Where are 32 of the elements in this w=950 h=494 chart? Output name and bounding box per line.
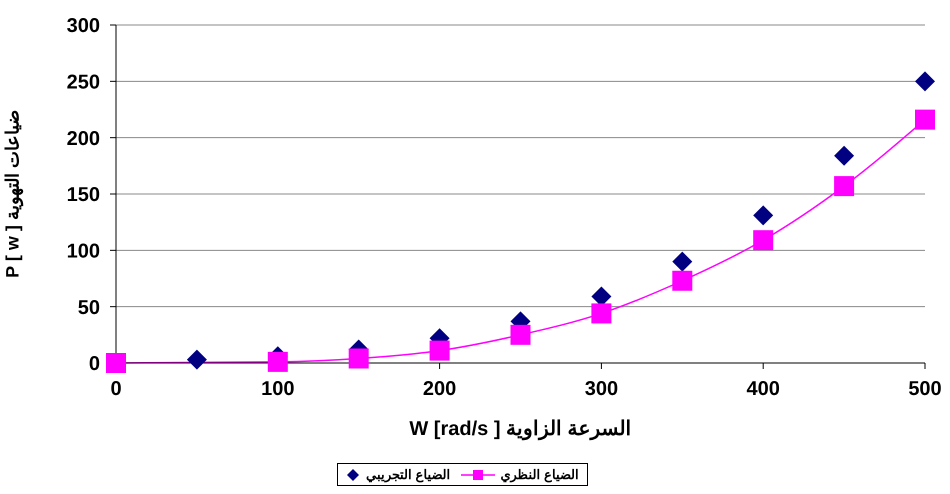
point bbox=[672, 270, 692, 291]
y-tick-label: 200 bbox=[66, 128, 100, 150]
y-tick-label: 0 bbox=[88, 353, 100, 376]
point bbox=[834, 176, 854, 196]
x-tick-label: 0 bbox=[110, 378, 122, 400]
y-tick-label: 250 bbox=[66, 71, 100, 94]
x-axis-title: W [rad/s ] السرعة الزاوية bbox=[409, 418, 632, 441]
x-tick-label: 500 bbox=[908, 378, 942, 400]
point bbox=[348, 348, 369, 368]
point bbox=[753, 205, 774, 226]
point bbox=[591, 303, 612, 324]
point bbox=[106, 353, 126, 373]
x-tick-label: 400 bbox=[746, 378, 780, 400]
point bbox=[915, 110, 935, 130]
point bbox=[510, 324, 530, 345]
y-tick-label: 100 bbox=[66, 240, 100, 262]
point bbox=[268, 352, 288, 372]
y-tick-label: 150 bbox=[66, 184, 100, 206]
point bbox=[430, 340, 450, 361]
point bbox=[834, 146, 854, 166]
legend-label: الضياع النظري bbox=[500, 467, 580, 482]
y-tick-label: 300 bbox=[66, 15, 100, 38]
point bbox=[915, 71, 935, 92]
x-tick-label: 200 bbox=[422, 378, 456, 400]
point bbox=[186, 350, 207, 370]
x-tick-label: 100 bbox=[261, 378, 294, 400]
x-tick-label: 300 bbox=[584, 378, 618, 400]
legend-label: الضياع التجريبي bbox=[366, 467, 450, 482]
point bbox=[753, 230, 774, 250]
y-axis-title: P [ w ] ضياعات التهوية bbox=[2, 110, 24, 278]
y-tick-label: 50 bbox=[78, 296, 100, 319]
point bbox=[672, 252, 692, 272]
